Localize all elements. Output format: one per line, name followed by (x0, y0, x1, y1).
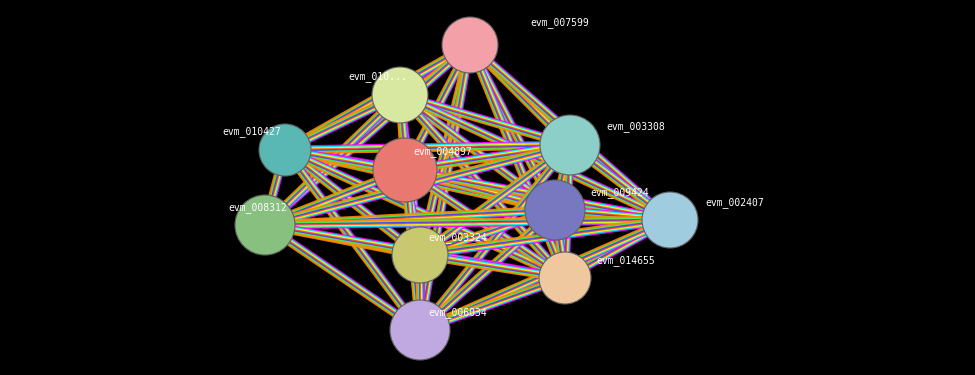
Circle shape (372, 67, 428, 123)
Text: evm_009424: evm_009424 (590, 187, 648, 198)
Circle shape (392, 227, 448, 283)
Circle shape (390, 300, 450, 360)
Circle shape (539, 252, 591, 304)
Text: evm_003308: evm_003308 (606, 121, 665, 132)
Text: evm_003324: evm_003324 (428, 232, 487, 243)
Text: evm_008312: evm_008312 (228, 202, 287, 213)
Text: evm_010...: evm_010... (348, 71, 407, 82)
Text: evm_002407: evm_002407 (705, 197, 763, 208)
Circle shape (373, 138, 437, 202)
Text: evm_004897: evm_004897 (413, 146, 472, 157)
Text: evm_010427: evm_010427 (222, 126, 281, 137)
Circle shape (259, 124, 311, 176)
Circle shape (525, 180, 585, 240)
Text: evm_014655: evm_014655 (596, 255, 655, 266)
Text: evm_007599: evm_007599 (530, 17, 589, 28)
Circle shape (442, 17, 498, 73)
Circle shape (540, 115, 600, 175)
Text: evm_006034: evm_006034 (428, 307, 487, 318)
Circle shape (235, 195, 295, 255)
Circle shape (642, 192, 698, 248)
